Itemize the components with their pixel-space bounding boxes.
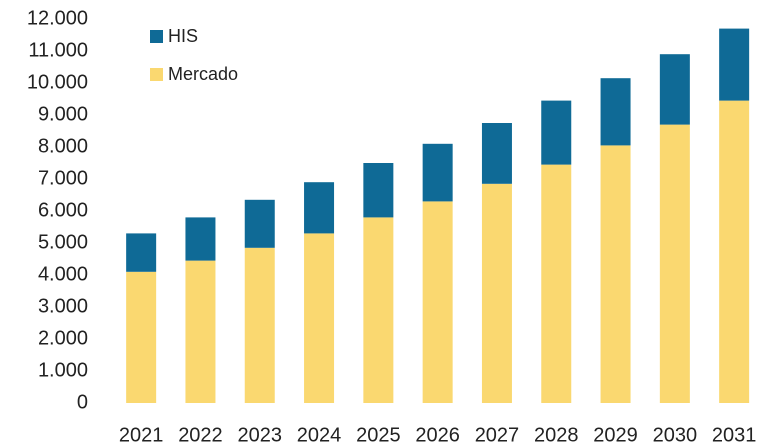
x-tick-label: 2022 <box>178 424 223 446</box>
bar-segment <box>719 100 750 403</box>
y-tick-label: 7.000 <box>38 167 88 189</box>
bar-segment <box>126 233 157 272</box>
x-tick-label: 2021 <box>119 424 164 446</box>
bar-segment <box>659 54 690 125</box>
legend-swatch <box>150 30 163 43</box>
legend-label: HIS <box>168 26 198 46</box>
x-tick-label: 2031 <box>712 424 757 446</box>
x-tick-label: 2030 <box>653 424 698 446</box>
y-tick-label: 8.000 <box>38 135 88 157</box>
y-tick-label: 0 <box>77 391 88 413</box>
y-tick-label: 10.000 <box>27 71 88 93</box>
bar-segment <box>304 233 335 403</box>
bar-segment <box>422 201 453 403</box>
y-tick-label: 3.000 <box>38 295 88 317</box>
bar-segment <box>363 217 394 403</box>
y-tick-label: 2.000 <box>38 327 88 349</box>
y-tick-label: 5.000 <box>38 231 88 253</box>
y-tick-label: 9.000 <box>38 103 88 125</box>
bar-segment <box>363 163 394 218</box>
x-tick-label: 2027 <box>475 424 520 446</box>
bar-segment <box>541 100 572 165</box>
bar-segment <box>185 260 216 403</box>
y-tick-label: 6.000 <box>38 199 88 221</box>
bar-segment <box>481 183 512 403</box>
bar-segment <box>719 28 750 101</box>
y-tick-label: 1.000 <box>38 359 88 381</box>
bar-segment <box>600 78 631 146</box>
bar-segment <box>185 217 216 261</box>
x-tick-label: 2023 <box>238 424 283 446</box>
bar-segment <box>126 271 157 403</box>
bar-segment <box>304 182 335 234</box>
bar-segment <box>600 145 631 403</box>
y-tick-label: 4.000 <box>38 263 88 285</box>
y-tick-label: 11.000 <box>28 39 88 61</box>
x-tick-label: 2029 <box>593 424 638 446</box>
bar-segment <box>422 143 453 202</box>
x-tick-label: 2024 <box>297 424 342 446</box>
legend-label: Mercado <box>168 64 238 84</box>
x-tick-label: 2025 <box>356 424 401 446</box>
bar-segment <box>244 247 275 403</box>
bar-segment <box>659 124 690 403</box>
x-tick-label: 2026 <box>415 424 460 446</box>
bar-segment <box>481 123 512 184</box>
y-tick-label: 12.000 <box>27 7 88 29</box>
bar-segment <box>541 164 572 403</box>
x-tick-label: 2028 <box>534 424 579 446</box>
bar-segment <box>244 199 275 248</box>
legend-swatch <box>150 68 163 81</box>
